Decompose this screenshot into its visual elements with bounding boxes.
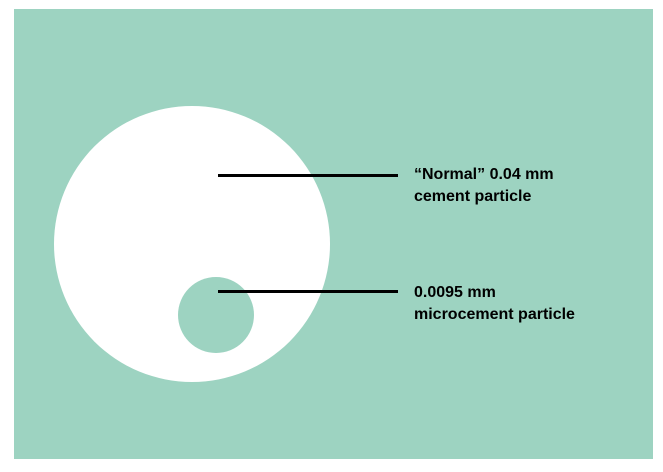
normal-particle-label-line1: “Normal” 0.04 mm	[414, 166, 554, 183]
microcement-label-line2: microcement particle	[414, 306, 575, 323]
normal-particle-label-line2: cement particle	[414, 188, 532, 205]
normal-particle-label: “Normal” 0.04 mm cement particle	[414, 164, 554, 208]
microcement-particle-label: 0.0095 mm microcement particle	[414, 282, 575, 326]
microcement-label-line1: 0.0095 mm	[414, 284, 496, 301]
microcement-particle	[178, 277, 254, 353]
diagram-panel: “Normal” 0.04 mm cement particle 0.0095 …	[14, 9, 653, 459]
normal-particle-leader-line	[218, 174, 398, 177]
microcement-leader-line	[218, 290, 398, 293]
